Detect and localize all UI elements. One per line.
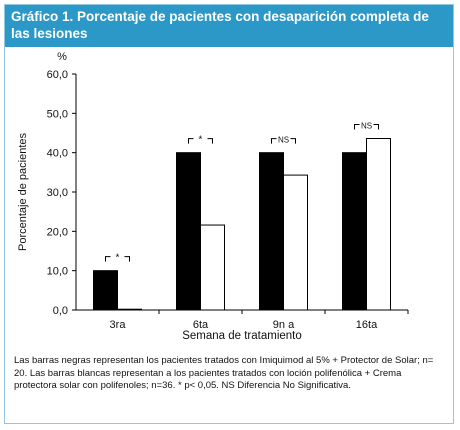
bar [200, 224, 225, 311]
significance-mark: * [116, 253, 120, 264]
bar [342, 152, 367, 311]
significance-mark: * [199, 135, 203, 146]
bar [283, 174, 308, 311]
significance-bracket [271, 138, 296, 144]
figure-title: Gráfico 1. Porcentaje de pacientes con d… [11, 9, 429, 41]
y-axis-title: Porcentaje de pacientes [17, 132, 29, 251]
significance-mark: NS [361, 122, 372, 131]
y-unit-label: % [57, 51, 67, 63]
significance-bracket [188, 138, 213, 144]
significance-mark: NS [278, 136, 289, 145]
x-axis-title: Semana de tratamiento [182, 330, 302, 342]
x-tick-label: 16ta [356, 319, 378, 331]
bar [366, 138, 391, 311]
y-tick-label: 40,0 [47, 148, 68, 160]
y-tick-label: 20,0 [47, 226, 68, 238]
figure-caption: Las barras negras representan los pacien… [14, 355, 434, 391]
x-tick-label: 3ra [110, 319, 127, 331]
y-tick-label: 60,0 [47, 69, 68, 81]
x-tick-label: 9n a [273, 319, 295, 331]
y-tick-label: 0,0 [53, 305, 68, 317]
bar [176, 152, 201, 311]
x-tick-label: 6ta [193, 319, 209, 331]
significance-bracket [354, 124, 379, 130]
bar [117, 308, 142, 311]
y-tick-label: 10,0 [47, 266, 68, 278]
significance-bracket [105, 256, 130, 262]
y-tick-label: 50,0 [47, 108, 68, 120]
y-tick-label: 30,0 [47, 187, 68, 199]
bar [259, 152, 284, 311]
figure-header: Gráfico 1. Porcentaje de pacientes con d… [5, 5, 453, 47]
bar [93, 270, 118, 311]
